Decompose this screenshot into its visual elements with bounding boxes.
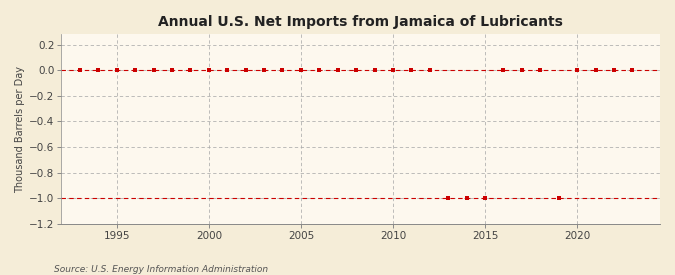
Title: Annual U.S. Net Imports from Jamaica of Lubricants: Annual U.S. Net Imports from Jamaica of … <box>159 15 563 29</box>
Y-axis label: Thousand Barrels per Day: Thousand Barrels per Day <box>15 65 25 192</box>
Text: Source: U.S. Energy Information Administration: Source: U.S. Energy Information Administ… <box>54 265 268 274</box>
